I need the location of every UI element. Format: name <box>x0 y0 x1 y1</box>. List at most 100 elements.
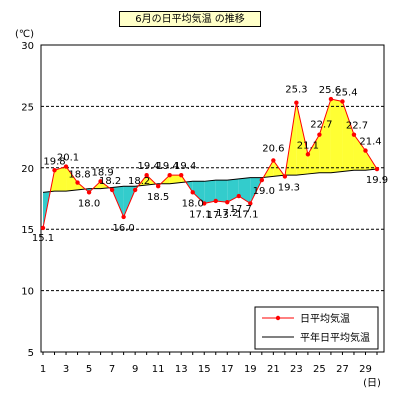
legend-marker-daily <box>275 315 281 321</box>
daily-temperature-point <box>340 99 345 104</box>
data-label: 17.1 <box>189 209 211 220</box>
plot-frame <box>40 44 385 353</box>
x-tick-label: 15 <box>198 364 211 375</box>
daily-temperature-point <box>75 180 80 185</box>
y-tick-label: 10 <box>21 287 34 298</box>
data-label: 20.1 <box>57 153 79 164</box>
x-tick-label: 1 <box>40 364 46 375</box>
daily-temperature-line <box>42 98 378 229</box>
data-label: 25.6 <box>319 85 341 96</box>
daily-temperature-point <box>52 168 57 173</box>
difference-fill-segment <box>169 175 182 184</box>
x-tick-label: 9 <box>132 364 138 375</box>
data-label: 25.4 <box>335 87 357 98</box>
difference-fill-segment <box>54 166 67 192</box>
data-label: 17.7 <box>230 204 252 215</box>
difference-fill-segment <box>353 134 366 171</box>
data-label: 18.5 <box>147 192 169 203</box>
daily-temperature-point <box>121 214 126 220</box>
y-tick-label: 5 <box>28 348 34 359</box>
x-tick-label: 3 <box>63 364 69 375</box>
daily-temperature-point <box>225 199 230 205</box>
daily-temperature-point <box>351 132 357 137</box>
data-label: 15.1 <box>32 233 54 244</box>
daily-temperature-point <box>363 148 368 153</box>
data-label: 19.0 <box>253 186 275 197</box>
difference-fill-segment <box>307 134 320 174</box>
daily-temperature-point <box>202 201 207 206</box>
legend-label-daily: 日平均気温 <box>300 312 350 325</box>
daily-temperature-point <box>132 187 138 193</box>
data-label: 18.9 <box>91 167 113 178</box>
x-tick-label: 23 <box>290 364 303 375</box>
daily-temperature-point <box>305 152 311 157</box>
difference-fill-segment <box>296 102 308 176</box>
data-label: 18.2 <box>99 176 121 187</box>
daily-temperature-point <box>328 96 334 102</box>
data-label: 19.3 <box>278 182 300 193</box>
daily-temperature-point <box>282 174 288 179</box>
normal-temperature-series <box>42 168 378 193</box>
daily-temperature-point <box>98 179 103 184</box>
daily-temperature-point <box>155 184 161 189</box>
difference-fill-segment <box>192 181 205 204</box>
legend: 日平均気温 平年日平均気温 <box>254 306 379 350</box>
daily-temperature-point <box>144 172 149 178</box>
daily-temperature-point <box>259 177 265 183</box>
daily-temperature-point <box>190 190 195 195</box>
data-labels: 15.119.820.118.818.018.918.216.018.219.4… <box>32 85 388 244</box>
y-tick-label: 20 <box>21 164 34 175</box>
data-label: 21.4 <box>359 137 381 148</box>
daily-temperature-point <box>179 172 184 178</box>
data-label: 19.4 <box>138 161 160 172</box>
data-label: 18.8 <box>68 170 90 181</box>
x-axis-unit-label: (日) <box>363 378 381 389</box>
x-tick-label: 29 <box>359 364 372 375</box>
difference-fill-segment <box>342 101 354 172</box>
data-label: 20.6 <box>262 143 284 154</box>
data-label: 25.3 <box>285 85 307 96</box>
data-label: 18.0 <box>182 198 204 209</box>
x-tick-label: 5 <box>86 364 92 375</box>
daily-temperature-point <box>294 100 299 105</box>
x-tick-label: 11 <box>152 364 165 375</box>
difference-fill-segment <box>319 99 331 173</box>
x-tick-label: 21 <box>267 364 280 375</box>
difference-fill-segment <box>227 178 239 203</box>
y-tick-label: 25 <box>21 102 34 113</box>
data-label: 21.1 <box>297 140 319 151</box>
daily-temperature-point <box>236 193 241 199</box>
data-label: 17.3 <box>207 210 229 221</box>
legend-label-normal: 平年日平均気温 <box>300 331 370 344</box>
data-label: 17.1 <box>236 209 258 220</box>
y-tick-label: 30 <box>21 41 34 52</box>
daily-temperature-point <box>374 166 380 172</box>
x-tick-label: 13 <box>175 364 188 375</box>
x-tick-label: 17 <box>221 364 234 375</box>
data-label: 19.8 <box>43 156 65 167</box>
grid-lines <box>41 105 384 292</box>
daily-temperature-point <box>213 198 218 204</box>
difference-fill-segment <box>215 180 228 203</box>
x-tick-label: 19 <box>244 364 257 375</box>
data-label: 22.7 <box>346 121 368 132</box>
daily-temperature-point <box>317 132 322 137</box>
x-tick-label: 27 <box>336 364 349 375</box>
daily-temperature-point <box>109 187 115 193</box>
daily-temperature-point <box>271 158 276 163</box>
data-label: 19.4 <box>157 161 179 172</box>
daily-temperature-point <box>63 164 69 169</box>
daily-temperature-point <box>86 190 92 195</box>
x-tick-label: 25 <box>313 364 326 375</box>
chart-title: 6月の日平均気温 の推移 <box>119 11 261 27</box>
data-label: 19.9 <box>366 175 388 186</box>
x-tick-label: 7 <box>109 364 115 375</box>
daily-temperature-point <box>167 172 172 178</box>
data-label: 18.0 <box>78 198 100 209</box>
difference-fill-segment <box>238 177 251 204</box>
daily-temperature-point <box>40 225 46 231</box>
daily-temperature-point <box>248 201 253 206</box>
data-label: 18.2 <box>128 176 150 187</box>
